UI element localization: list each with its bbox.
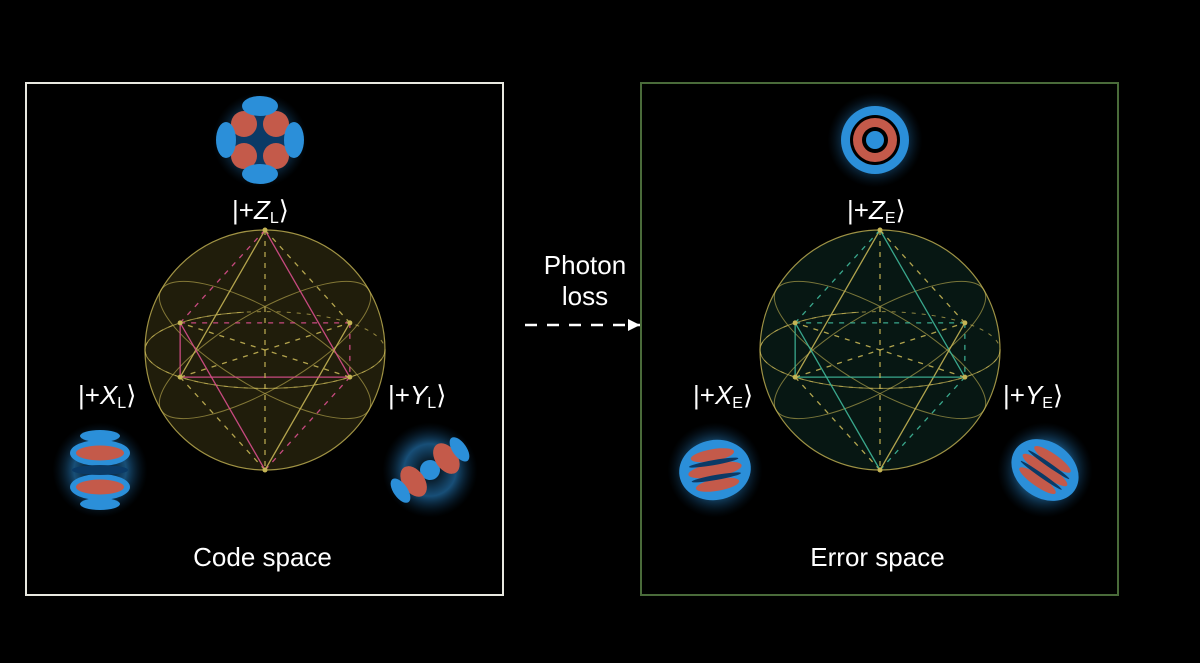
arrow-label-l1: Photon	[544, 250, 626, 280]
arrow-label-l2: loss	[562, 281, 608, 311]
wigner-Y_L	[380, 420, 480, 525]
wigner-Y_E	[995, 420, 1095, 525]
wigner-Z_E	[825, 90, 925, 195]
wigner-X_L	[50, 420, 150, 525]
wigner-X_E	[665, 420, 765, 525]
ket-label: |+ZE⟩	[847, 195, 906, 228]
ket-label: |+YL⟩	[388, 380, 446, 413]
ket-label: |+XE⟩	[693, 380, 753, 413]
panel-title-code: Code space	[193, 542, 332, 573]
photon-loss-arrow	[520, 310, 660, 340]
ket-label: |+YE⟩	[1003, 380, 1063, 413]
arrow-label: Photonloss	[525, 250, 645, 312]
ket-label: |+ZL⟩	[232, 195, 289, 228]
wigner-Z_L	[210, 90, 310, 195]
ket-label: |+XL⟩	[78, 380, 136, 413]
panel-title-error: Error space	[810, 542, 944, 573]
